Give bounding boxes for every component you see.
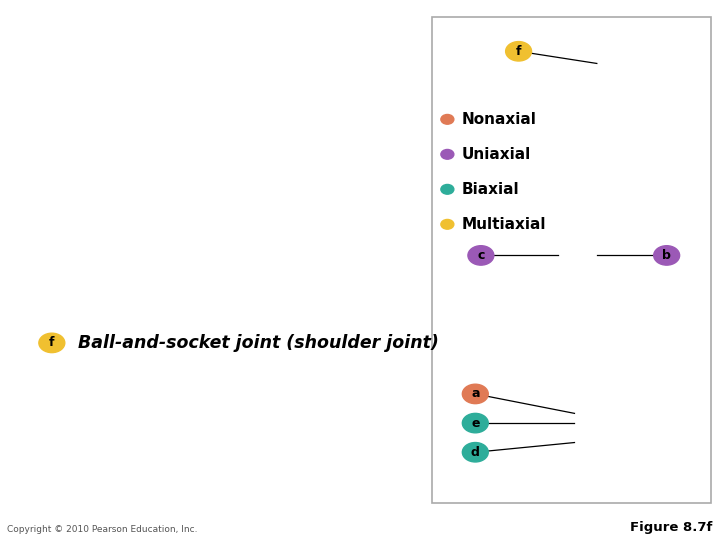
FancyBboxPatch shape bbox=[432, 17, 711, 503]
Text: b: b bbox=[662, 249, 671, 262]
Circle shape bbox=[505, 42, 531, 61]
Circle shape bbox=[462, 414, 488, 433]
Circle shape bbox=[39, 333, 65, 353]
Text: c: c bbox=[477, 249, 485, 262]
Text: e: e bbox=[471, 416, 480, 430]
Circle shape bbox=[441, 185, 454, 194]
Text: f: f bbox=[516, 45, 521, 58]
Text: Copyright © 2010 Pearson Education, Inc.: Copyright © 2010 Pearson Education, Inc. bbox=[7, 524, 198, 534]
Text: Biaxial: Biaxial bbox=[462, 182, 519, 197]
Text: Uniaxial: Uniaxial bbox=[462, 147, 531, 162]
Circle shape bbox=[441, 150, 454, 159]
Text: Multiaxial: Multiaxial bbox=[462, 217, 546, 232]
Circle shape bbox=[468, 246, 494, 265]
Text: Figure 8.7f: Figure 8.7f bbox=[631, 521, 713, 534]
Text: d: d bbox=[471, 446, 480, 459]
Circle shape bbox=[462, 443, 488, 462]
Circle shape bbox=[441, 114, 454, 124]
Text: Ball-and-socket joint (shoulder joint): Ball-and-socket joint (shoulder joint) bbox=[78, 334, 438, 352]
Text: f: f bbox=[49, 336, 55, 349]
Text: a: a bbox=[471, 387, 480, 401]
Circle shape bbox=[654, 246, 680, 265]
Text: Nonaxial: Nonaxial bbox=[462, 112, 536, 127]
Circle shape bbox=[462, 384, 488, 403]
Circle shape bbox=[441, 219, 454, 229]
